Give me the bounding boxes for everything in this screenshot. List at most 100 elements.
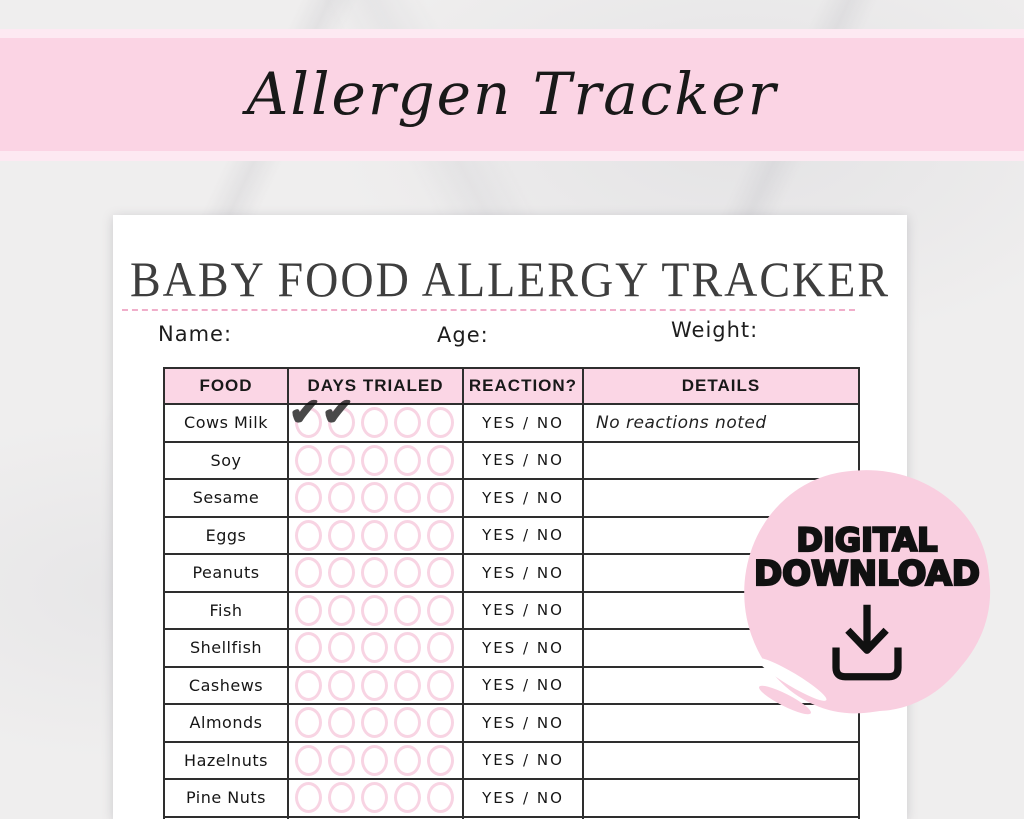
table-header-row: FOOD DAYS TRIALED REACTION? DETAILS <box>165 369 858 405</box>
days-trialed-cell <box>287 817 462 819</box>
trial-day-circle <box>394 744 421 776</box>
trial-day-circle <box>295 744 322 776</box>
trial-day-circle <box>295 519 322 551</box>
details-cell <box>582 667 858 703</box>
days-trialed-cell <box>287 442 462 478</box>
reaction-options: YES / NO <box>462 555 582 591</box>
details-cell <box>582 742 858 778</box>
table-row: Soy YES / NO <box>165 442 858 480</box>
reaction-options: YES / NO <box>462 780 582 816</box>
trial-day-circle <box>328 632 355 664</box>
trial-day-circle <box>427 444 454 476</box>
trial-day-circle <box>394 632 421 664</box>
details-cell <box>582 592 858 628</box>
details-cell <box>582 630 858 666</box>
food-name: Cashews <box>188 675 264 695</box>
check-icon: ✔ <box>321 390 355 435</box>
trial-day-circle <box>361 519 388 551</box>
reaction-options: YES / NO <box>462 667 582 703</box>
trial-day-circle <box>427 407 454 439</box>
table-row: Pine Nuts YES / NO <box>165 780 858 818</box>
reaction-options: YES / NO <box>462 480 582 516</box>
trial-day-circle <box>361 407 388 439</box>
days-trialed-cell <box>287 705 462 741</box>
trial-day-circle <box>394 444 421 476</box>
trial-day-circle <box>361 669 388 701</box>
trial-day-circle <box>427 744 454 776</box>
reaction-options: YES / NO <box>462 630 582 666</box>
trial-day-circle <box>295 557 322 589</box>
table-row: Cashews YES / NO <box>165 667 858 705</box>
header-reaction: REACTION? <box>462 369 582 403</box>
banner: Allergen Tracker <box>0 29 1024 161</box>
trial-day-circle <box>328 482 355 514</box>
trial-day-circle <box>361 632 388 664</box>
trial-day-circle <box>427 519 454 551</box>
days-trialed-cell <box>287 517 462 553</box>
table-row: Shellfish YES / NO <box>165 630 858 668</box>
trial-day-circle <box>295 707 322 739</box>
days-trialed-cell <box>287 630 462 666</box>
header-details: DETAILS <box>582 369 858 403</box>
details-cell <box>582 480 858 516</box>
trial-day-circle <box>394 557 421 589</box>
table-row: Hazelnuts YES / NO <box>165 742 858 780</box>
food-name: Sesame <box>192 488 260 508</box>
weight-field-label: Weight: <box>671 318 759 342</box>
trial-day-circle <box>295 444 322 476</box>
header-days-trialed: DAYS TRIALED <box>287 369 462 403</box>
food-name: Shellfish <box>189 638 263 658</box>
details-cell: No reactions noted <box>582 405 858 441</box>
reaction-options: YES / NO <box>462 705 582 741</box>
header-food: FOOD <box>199 376 253 395</box>
days-trialed-cell <box>287 742 462 778</box>
trial-day-circle <box>361 482 388 514</box>
trial-day-circle <box>394 482 421 514</box>
trial-day-circle <box>361 744 388 776</box>
trial-day-circle <box>427 557 454 589</box>
days-trialed-cell <box>287 780 462 816</box>
download-arrow-icon <box>832 605 902 681</box>
trial-day-circle <box>328 557 355 589</box>
table-row: Cows Milk ✔ ✔ YES / NO No reactions noted <box>165 392 858 443</box>
food-name: Peanuts <box>192 563 260 583</box>
details-cell <box>582 442 858 478</box>
trial-day-circle: ✔ <box>288 392 322 439</box>
trial-day-circle <box>427 482 454 514</box>
trial-day-circle <box>295 594 322 626</box>
check-icon: ✔ <box>288 390 322 435</box>
days-trialed-cell <box>287 592 462 628</box>
food-name: Hazelnuts <box>184 750 268 770</box>
trial-day-circle <box>427 594 454 626</box>
trial-day-circle <box>295 782 322 814</box>
trial-day-circle <box>394 407 421 439</box>
trial-day-circle <box>427 707 454 739</box>
badge-text-line2: DOWNLOAD <box>753 553 981 594</box>
reaction-options: YES / NO <box>462 405 582 441</box>
trial-day-circle <box>328 744 355 776</box>
details-cell <box>582 817 858 819</box>
trial-day-circle <box>427 782 454 814</box>
table-row: Almonds YES / NO <box>165 705 858 743</box>
trial-day-circle <box>361 782 388 814</box>
trial-day-circle <box>361 707 388 739</box>
allergy-table: FOOD DAYS TRIALED REACTION? DETAILS Cows… <box>163 367 860 819</box>
days-trialed-cell: ✔ ✔ <box>287 392 462 441</box>
reaction-options: YES / NO <box>462 517 582 553</box>
trial-day-circle <box>328 519 355 551</box>
trial-day-circle <box>295 632 322 664</box>
trial-day-circle <box>394 782 421 814</box>
details-cell <box>582 517 858 553</box>
table-row: Fish YES / NO <box>165 592 858 630</box>
table-body: Cows Milk ✔ ✔ YES / NO No reactions noted Soy… <box>165 392 858 819</box>
table-row: Sesame YES / NO <box>165 480 858 518</box>
trial-day-circle <box>427 669 454 701</box>
trial-day-circle <box>328 669 355 701</box>
banner-title: Allergen Tracker <box>246 60 778 128</box>
food-name: Cows Milk <box>184 413 268 433</box>
trial-day-circle <box>328 594 355 626</box>
trial-day-circle <box>328 444 355 476</box>
trial-day-circle <box>295 482 322 514</box>
details-cell <box>582 705 858 741</box>
table-row <box>165 817 858 819</box>
